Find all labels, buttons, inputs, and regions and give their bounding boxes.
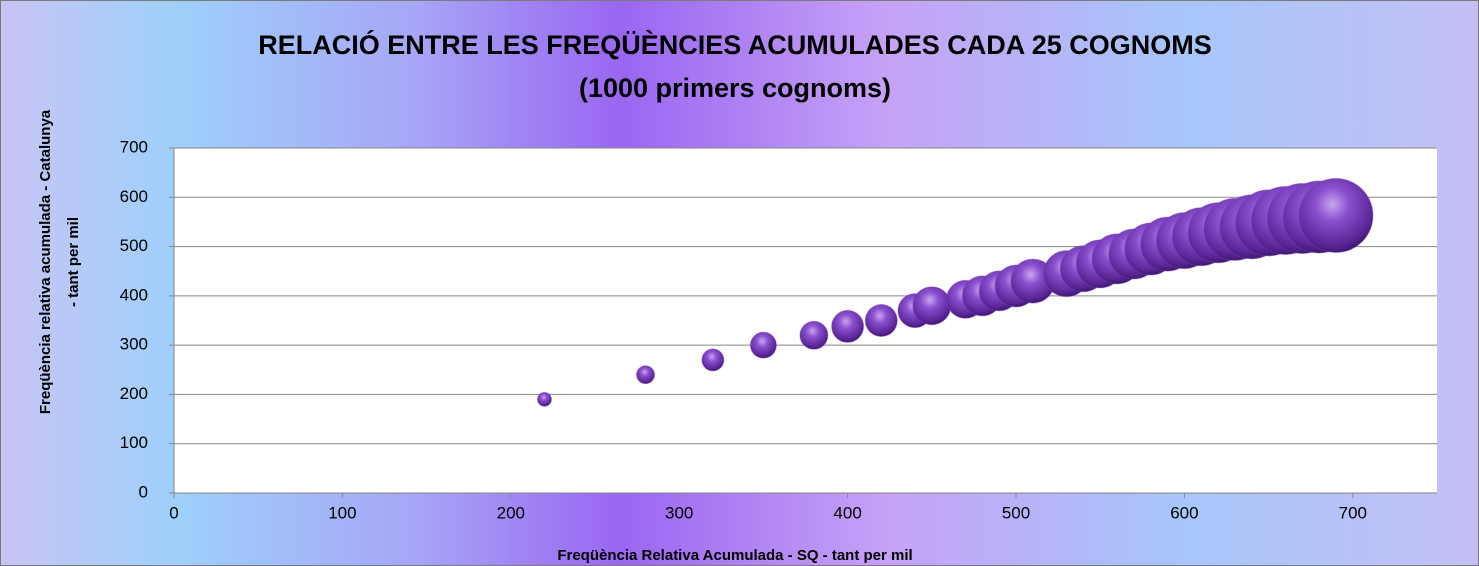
x-tick-label: 600 — [1170, 503, 1198, 522]
y-tick-label: 700 — [120, 137, 148, 156]
x-tick-label: 0 — [169, 503, 178, 522]
x-tick-label: 400 — [833, 503, 861, 522]
x-tick-label: 500 — [1002, 503, 1030, 522]
x-tick-label: 100 — [328, 503, 356, 522]
y-axis-title: - tant per mil — [65, 217, 82, 307]
y-tick-label: 200 — [120, 384, 148, 403]
bubble — [536, 391, 552, 407]
chart-title: RELACIÓ ENTRE LES FREQÜÈNCIES ACUMULADES… — [258, 29, 1212, 60]
x-tick-label: 300 — [665, 503, 693, 522]
bubble — [636, 365, 656, 385]
y-tick-label: 600 — [120, 187, 148, 206]
bubble — [864, 304, 898, 337]
y-axis-title: Freqüència relativa acumulada - Cataluny… — [37, 109, 54, 414]
bubble — [912, 286, 952, 326]
bubble — [701, 348, 725, 372]
bubble — [799, 320, 829, 350]
bubble — [749, 331, 777, 359]
x-tick-label: 200 — [497, 503, 525, 522]
bubble — [831, 309, 865, 343]
y-tick-label: 500 — [120, 236, 148, 255]
y-tick-label: 100 — [120, 433, 148, 452]
y-tick-label: 0 — [139, 482, 148, 501]
y-tick-label: 300 — [120, 335, 148, 354]
y-tick-label: 400 — [120, 285, 148, 304]
x-tick-label: 700 — [1339, 503, 1367, 522]
bubble — [1298, 178, 1374, 254]
chart-subtitle: (1000 primers cognoms) — [579, 73, 891, 103]
x-axis-title: Freqüència Relativa Acumulada - SQ - tan… — [557, 547, 912, 564]
